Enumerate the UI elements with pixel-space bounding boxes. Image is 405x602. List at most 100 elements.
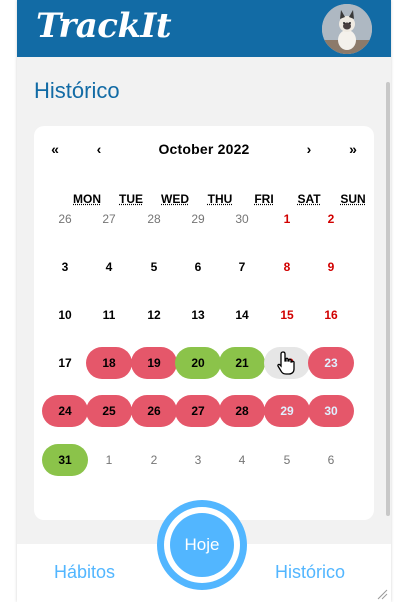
calendar-day-wed[interactable]: 2 [131, 444, 177, 476]
next-year-button[interactable]: » [349, 141, 357, 157]
day-number: 7 [238, 260, 246, 274]
calendar-day-tue[interactable]: 1 [86, 444, 132, 476]
top-bar: TrackIt [17, 0, 391, 57]
habitos-tab[interactable]: Hábitos [54, 562, 116, 582]
calendar-day-thu[interactable]: 3 [175, 444, 221, 476]
calendar-day-sat[interactable]: 8 [264, 251, 310, 283]
calendar-day-mon[interactable]: 26 [42, 203, 88, 235]
calendar-day-mon[interactable]: 3 [42, 251, 88, 283]
day-number: 4 [238, 453, 246, 467]
calendar-day-wed[interactable]: 12 [131, 299, 177, 331]
calendar-day-thu[interactable]: 29 [175, 203, 221, 235]
day-number: 5 [150, 260, 158, 274]
calendar-day-tue[interactable]: 18 [86, 347, 132, 379]
calendar-day-mon[interactable]: 24 [42, 395, 88, 427]
day-number: 28 [147, 212, 161, 226]
calendar-day-thu[interactable]: 6 [175, 251, 221, 283]
day-number: 14 [235, 308, 249, 322]
day-number: 16 [324, 308, 338, 322]
day-number: 4 [105, 260, 113, 274]
month-label-button[interactable]: October 2022 [158, 141, 250, 157]
day-number: 25 [102, 404, 116, 418]
weekday-wed: WED [161, 192, 189, 206]
calendar-day-sun[interactable]: 30 [308, 395, 354, 427]
weekday-sat: SAT [297, 192, 321, 206]
day-number: 12 [147, 308, 161, 322]
calendar-day-sun[interactable]: 2 [308, 203, 354, 235]
calendar-day-thu[interactable]: 13 [175, 299, 221, 331]
calendar-day-tue[interactable]: 25 [86, 395, 132, 427]
calendar-day-sun[interactable]: 23 [308, 347, 354, 379]
day-number: 29 [280, 404, 294, 418]
day-number: 24 [58, 404, 72, 418]
calendar-day-thu[interactable]: 27 [175, 395, 221, 427]
day-number: 13 [191, 308, 205, 322]
next-month-button[interactable]: › [306, 141, 312, 157]
day-number: 15 [280, 308, 294, 322]
calendar-day-sat[interactable]: 15 [264, 299, 310, 331]
calendar-day-fri[interactable]: 21 [219, 347, 265, 379]
calendar-day-fri[interactable]: 28 [219, 395, 265, 427]
day-number: 20 [191, 356, 205, 370]
bottom-nav: Hábitos Histórico [17, 544, 391, 602]
calendar-day-sat[interactable]: 29 [264, 395, 310, 427]
calendar-day-wed[interactable]: 19 [131, 347, 177, 379]
prev-year-button[interactable]: « [51, 141, 59, 157]
calendar-day-wed[interactable]: 28 [131, 203, 177, 235]
user-avatar[interactable] [322, 4, 372, 54]
calendar-day-tue[interactable]: 4 [86, 251, 132, 283]
cat-avatar-icon [322, 4, 372, 54]
calendar-day-mon[interactable]: 17 [42, 347, 88, 379]
day-number: 31 [58, 453, 72, 467]
app-logo: TrackIt [36, 6, 172, 46]
day-number: 2 [150, 453, 158, 467]
day-number: 3 [61, 260, 69, 274]
calendar-day-thu[interactable]: 20 [175, 347, 221, 379]
day-number: 6 [194, 260, 202, 274]
resize-grip-icon[interactable] [376, 588, 388, 600]
day-number: 8 [283, 260, 291, 274]
day-number: 9 [327, 260, 335, 274]
calendar-day-wed[interactable]: 26 [131, 395, 177, 427]
day-number: 1 [283, 212, 291, 226]
app-frame: TrackIt Histórico « ‹ October 2022 › » M… [17, 0, 391, 602]
calendar-day-sat[interactable]: 5 [264, 444, 310, 476]
calendar-day-mon[interactable]: 10 [42, 299, 88, 331]
historico-tab[interactable]: Histórico [275, 562, 346, 582]
calendar-day-wed[interactable]: 5 [131, 251, 177, 283]
hoje-button[interactable]: Hoje [170, 513, 234, 577]
day-number: 26 [147, 404, 161, 418]
page-title: Histórico [34, 78, 120, 103]
day-number: 1 [105, 453, 113, 467]
day-number: 30 [235, 212, 249, 226]
day-number: 28 [235, 404, 249, 418]
calendar-day-sun[interactable]: 9 [308, 251, 354, 283]
day-number: 26 [58, 212, 72, 226]
calendar-day-sun[interactable]: 16 [308, 299, 354, 331]
calendar-day-fri[interactable]: 4 [219, 444, 265, 476]
day-number: 21 [235, 356, 249, 370]
day-number: 30 [324, 404, 338, 418]
prev-month-button[interactable]: ‹ [96, 141, 102, 157]
calendar-day-tue[interactable]: 11 [86, 299, 132, 331]
calendar-day-fri[interactable]: 7 [219, 251, 265, 283]
weekday-sun: SUN [340, 192, 366, 206]
calendar-day-mon[interactable]: 31 [42, 444, 88, 476]
calendar-day-fri[interactable]: 14 [219, 299, 265, 331]
weekday-fri: FRI [254, 192, 274, 206]
day-number: 19 [147, 356, 161, 370]
calendar-day-sat[interactable]: 22 [264, 347, 310, 379]
scrollbar-thumb[interactable] [386, 82, 390, 516]
day-number: 3 [194, 453, 202, 467]
calendar-day-fri[interactable]: 30 [219, 203, 265, 235]
calendar-day-tue[interactable]: 27 [86, 203, 132, 235]
day-number: 2 [327, 212, 335, 226]
day-number: 22 [280, 356, 294, 370]
calendar-day-sun[interactable]: 6 [308, 444, 354, 476]
day-number: 5 [283, 453, 291, 467]
calendar-day-sat[interactable]: 1 [264, 203, 310, 235]
weekday-thu: THU [207, 192, 233, 206]
day-number: 11 [102, 308, 116, 322]
day-number: 29 [191, 212, 205, 226]
day-number: 6 [327, 453, 335, 467]
